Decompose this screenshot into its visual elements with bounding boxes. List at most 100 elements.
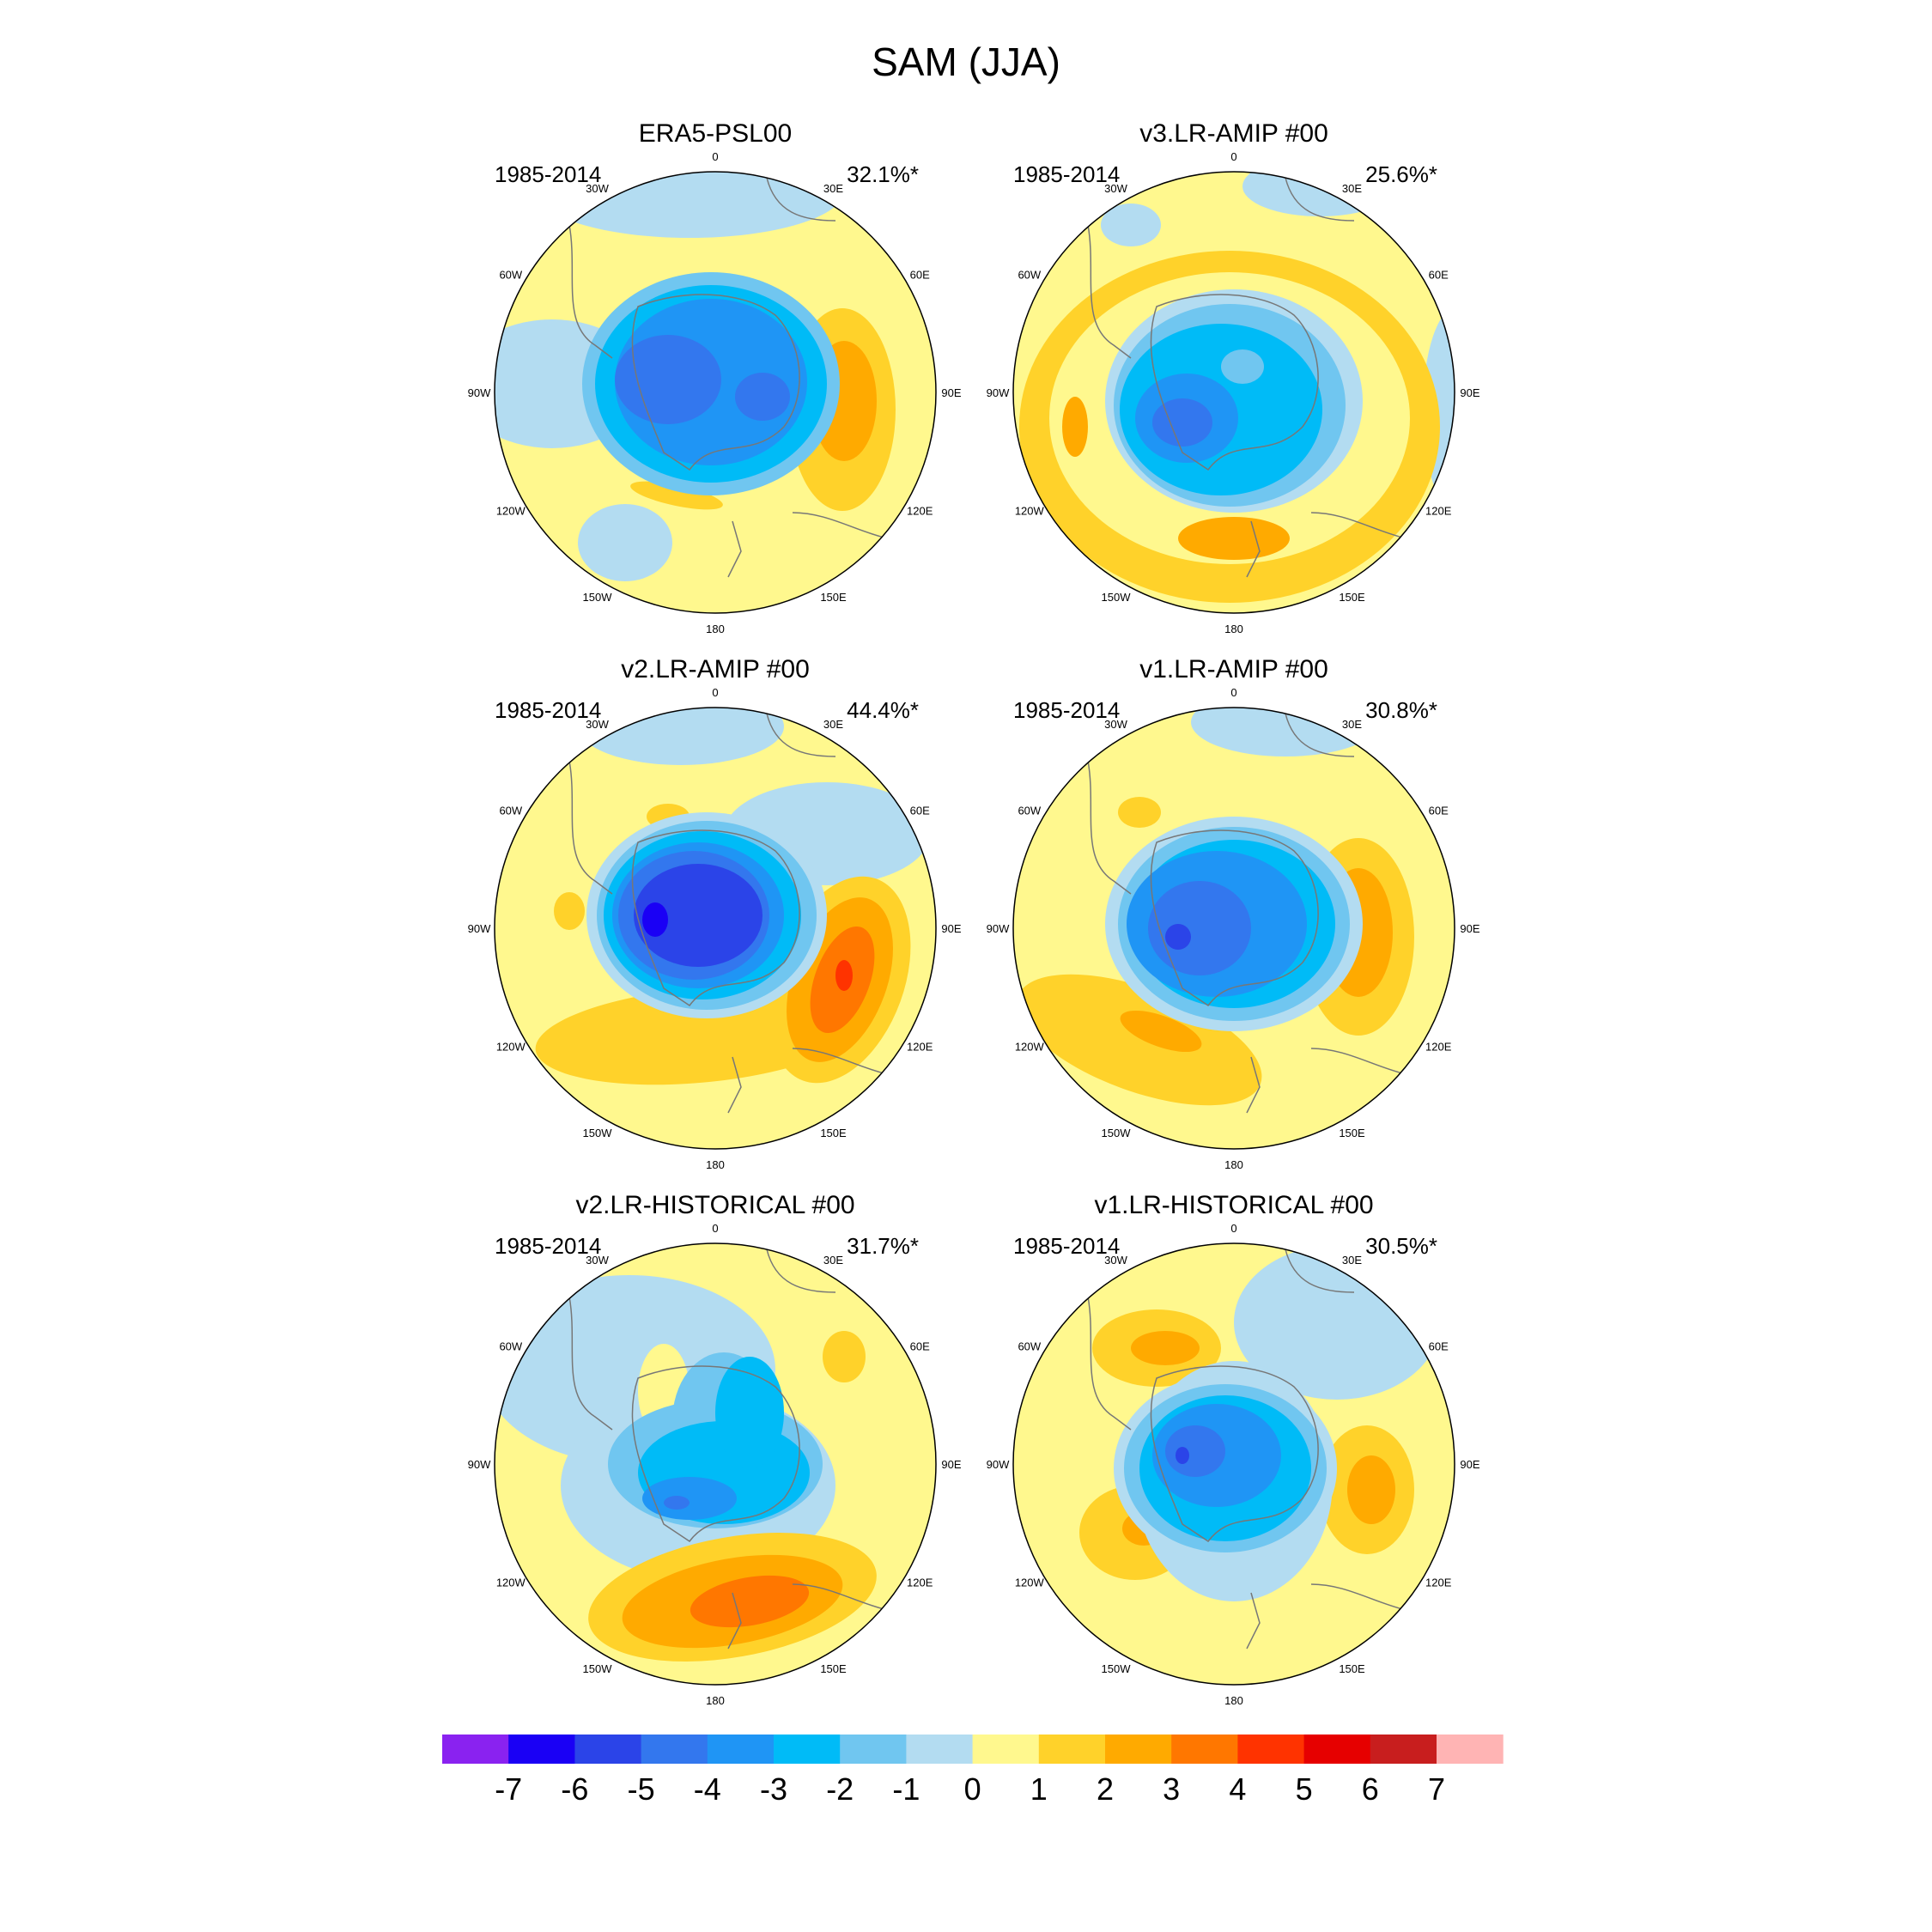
- longitude-label: 0: [712, 150, 718, 163]
- longitude-label: 150E: [820, 1127, 847, 1139]
- colorbar-swatch: [774, 1735, 841, 1764]
- longitude-label: 30W: [586, 1254, 609, 1267]
- colorbar-swatch: [1303, 1735, 1371, 1764]
- colorbar-swatch: [508, 1735, 575, 1764]
- longitude-label: 180: [1224, 623, 1243, 635]
- colorbar-swatch: [840, 1735, 907, 1764]
- longitude-label: 150W: [1102, 591, 1132, 604]
- longitude-label: 180: [706, 1158, 725, 1171]
- colorbar-label: 6: [1362, 1771, 1379, 1807]
- longitude-label: 180: [1224, 1694, 1243, 1707]
- panel-variance: 30.8%*: [1365, 697, 1437, 723]
- colorbar-swatch: [442, 1735, 509, 1764]
- longitude-label: 150E: [1339, 1127, 1365, 1139]
- panel-period: 1985-2014: [495, 161, 601, 187]
- longitude-label: 60W: [499, 269, 522, 282]
- map-boundary: [1012, 171, 1455, 614]
- colorbar-swatch: [1237, 1735, 1305, 1764]
- colorbar-label: -2: [826, 1771, 854, 1807]
- colorbar-label: 1: [1030, 1771, 1048, 1807]
- panel-title: v1.LR-HISTORICAL #00: [1094, 1191, 1373, 1219]
- longitude-label: 180: [706, 1694, 725, 1707]
- colorbar-label: 2: [1097, 1771, 1114, 1807]
- map-boundary: [1012, 707, 1455, 1150]
- panel-variance: 32.1%*: [847, 161, 919, 187]
- longitude-label: 150E: [1339, 1662, 1365, 1675]
- longitude-labels: 0 30E 60E 90E 120E 150E 180 150W 120W 90W 60W 30W: [468, 686, 962, 1171]
- colorbar-swatch: [1171, 1735, 1238, 1764]
- panel-variance: 30.5%*: [1365, 1233, 1437, 1259]
- longitude-label: 30E: [823, 718, 843, 731]
- panel-title: v1.LR-AMIP #00: [1139, 655, 1328, 683]
- panel-v2-historical: v2.LR-HISTORICAL #00 1985-2014 31.7%* 0: [468, 1191, 962, 1707]
- longitude-labels: 0 30E 60E 90E 120E 150E 180 150W 120W 90W 60W 30W: [987, 1222, 1480, 1707]
- longitude-label: 150E: [820, 1662, 847, 1675]
- longitude-label: 150W: [583, 1662, 613, 1675]
- longitude-label: 90E: [941, 1458, 961, 1471]
- longitude-label: 90W: [987, 922, 1010, 935]
- longitude-label: 150E: [1339, 591, 1365, 604]
- colorbar-label: 4: [1229, 1771, 1246, 1807]
- colorbar-label: 0: [964, 1771, 981, 1807]
- longitude-label: 90W: [468, 1458, 491, 1471]
- colorbar-swatch: [707, 1735, 775, 1764]
- map-field: [1013, 172, 1455, 613]
- longitude-label: 60E: [1429, 269, 1449, 282]
- colorbar-swatch: [906, 1735, 974, 1764]
- longitude-label: 120E: [1425, 1041, 1452, 1054]
- longitude-label: 90W: [987, 1458, 1010, 1471]
- longitude-label: 120E: [907, 1041, 933, 1054]
- longitude-label: 60W: [1018, 805, 1041, 817]
- longitude-label: 60W: [1018, 1340, 1041, 1353]
- panel-period: 1985-2014: [495, 1233, 601, 1259]
- longitude-label: 60E: [1429, 1340, 1449, 1353]
- longitude-label: 90E: [1460, 922, 1479, 935]
- map-field: [1013, 708, 1455, 1149]
- longitude-label: 180: [706, 623, 725, 635]
- map-field: [1013, 1243, 1455, 1685]
- colorbar-label: 5: [1296, 1771, 1313, 1807]
- longitude-label: 120E: [1425, 505, 1452, 518]
- longitude-label: 90W: [468, 922, 491, 935]
- longitude-label: 30W: [586, 718, 609, 731]
- longitude-labels: 0 30E 60E 90E 120E 150E 180 150W 120W 90W 60W 30W: [987, 150, 1480, 635]
- longitude-labels: 0 30E 60E 90E 120E 150E 180 150W 120W 90W 60W 30W: [468, 1222, 962, 1707]
- longitude-label: 0: [712, 686, 718, 699]
- colorbar-swatch: [972, 1735, 1040, 1764]
- longitude-label: 0: [1230, 1222, 1236, 1235]
- colorbar-label: 3: [1163, 1771, 1180, 1807]
- longitude-labels: 0 30E 60E 90E 120E 150E 180 150W 120W 90W 60W 30W: [987, 686, 1480, 1171]
- panel-v1-historical: v1.LR-HISTORICAL #00 1985-2014 30.5%*: [987, 1191, 1480, 1707]
- colorbar-label: -1: [892, 1771, 920, 1807]
- panel-era5: ERA5-PSL00 1985-2014 32.1%* 0 30E 60E 90E 12…: [468, 119, 962, 635]
- longitude-label: 120W: [496, 505, 526, 518]
- panel-period: 1985-2014: [1013, 697, 1120, 723]
- panel-title: v2.LR-HISTORICAL #00: [575, 1191, 854, 1219]
- map-boundary: [1012, 1242, 1455, 1686]
- longitude-label: 90E: [941, 922, 961, 935]
- longitude-label: 90W: [468, 386, 491, 399]
- panel-v2-amip: v2.LR-AMIP #00 1985-2014 44.4%*: [468, 655, 962, 1171]
- longitude-label: 120W: [496, 1041, 526, 1054]
- map-field: [495, 708, 936, 1149]
- longitude-label: 120W: [1015, 1041, 1045, 1054]
- map-boundary: [494, 707, 937, 1150]
- map-boundary: [494, 171, 937, 614]
- panel-period: 1985-2014: [1013, 161, 1120, 187]
- longitude-label: 30E: [1342, 1254, 1362, 1267]
- panel-period: 1985-2014: [495, 697, 601, 723]
- colorbar-swatch: [574, 1735, 642, 1764]
- longitude-label: 180: [1224, 1158, 1243, 1171]
- longitude-label: 30E: [1342, 718, 1362, 731]
- map-field: [495, 1243, 936, 1685]
- panel-title: v3.LR-AMIP #00: [1139, 119, 1328, 148]
- colorbar-label: -5: [628, 1771, 655, 1807]
- longitude-label: 90E: [1460, 386, 1479, 399]
- longitude-label: 90W: [987, 386, 1010, 399]
- colorbar-label: 7: [1428, 1771, 1445, 1807]
- panel-period: 1985-2014: [1013, 1233, 1120, 1259]
- longitude-label: 30W: [1104, 1254, 1127, 1267]
- longitude-label: 150W: [583, 591, 613, 604]
- colorbar-label: -4: [694, 1771, 721, 1807]
